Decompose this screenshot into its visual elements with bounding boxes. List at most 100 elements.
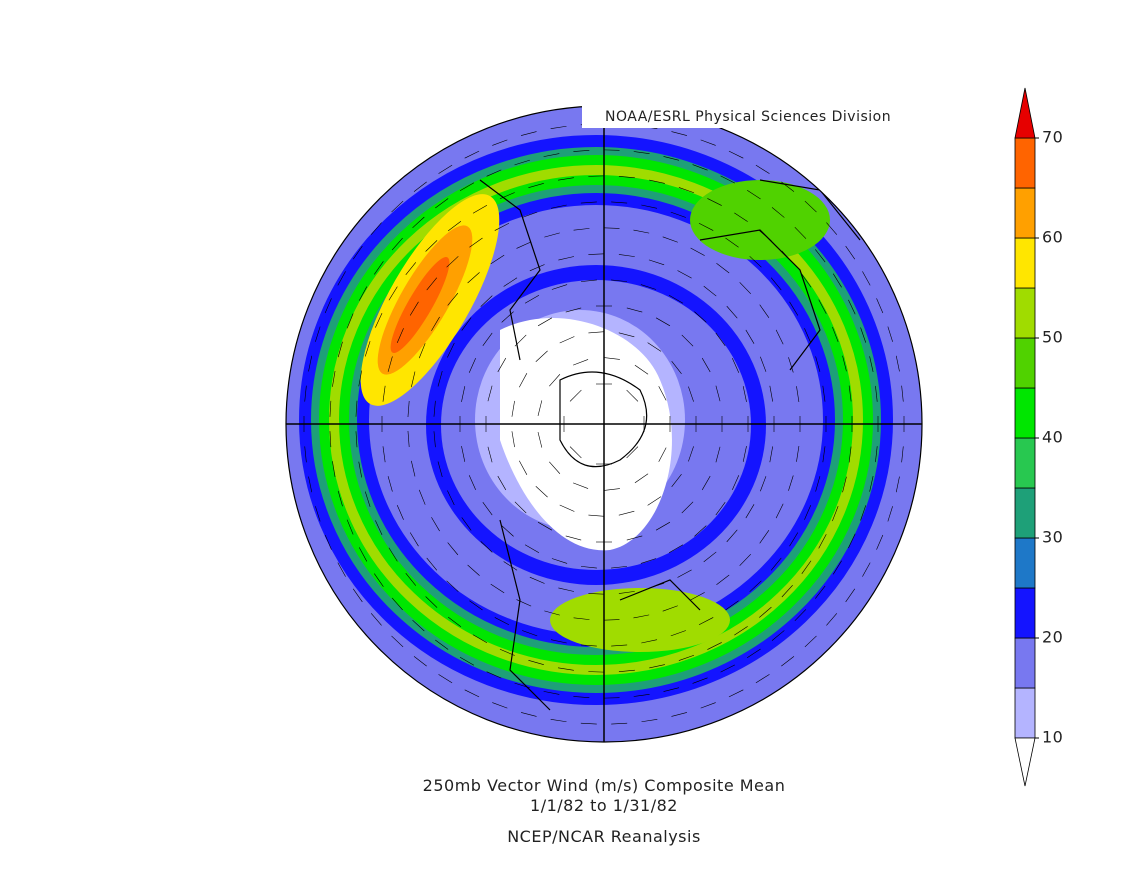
- wind-arrow: [387, 356, 393, 372]
- wind-arrow: [670, 630, 686, 637]
- wind-arrow: [603, 488, 620, 491]
- wind-arrow: [655, 317, 671, 327]
- wind-arrow: [324, 534, 332, 550]
- wind-arrow: [413, 181, 427, 192]
- wind-arrow: [860, 327, 867, 343]
- wind-arrow: [412, 216, 425, 229]
- wind-arrow: [464, 150, 480, 159]
- wind-arrow: [759, 606, 772, 618]
- wind-arrow: [720, 664, 735, 673]
- wind-arrow: [634, 473, 649, 484]
- wind-arrow: [486, 169, 502, 177]
- wind-arrow: [418, 343, 426, 359]
- wind-arrow: [438, 674, 453, 684]
- wind-arrow: [732, 475, 740, 491]
- wind-arrow: [329, 400, 332, 417]
- colorbar-segment: [1014, 587, 1036, 639]
- credit-box: [582, 104, 922, 128]
- wind-arrow: [626, 535, 643, 541]
- wind-arrow: [497, 475, 507, 491]
- wind-arrow: [315, 326, 321, 342]
- caption-title: 250mb Vector Wind (m/s) Composite Mean: [423, 776, 786, 795]
- wind-arrow: [464, 689, 480, 698]
- colorbar-segment: [1014, 187, 1036, 239]
- wind-arrow: [588, 253, 605, 255]
- wind-arrow: [732, 357, 740, 373]
- colorbar-segment: [1014, 337, 1036, 389]
- wind-arrow: [565, 535, 582, 541]
- wind-arrow: [634, 364, 649, 375]
- wind-arrow: [818, 534, 827, 549]
- wind-arrow: [490, 254, 505, 265]
- wind-arrow: [640, 284, 657, 290]
- wind-arrow: [862, 562, 871, 577]
- wind-arrow: [658, 386, 667, 401]
- wind-arrow: [375, 520, 383, 536]
- wind-arrow: [618, 176, 635, 179]
- wind-arrow: [543, 153, 560, 157]
- wind-arrow: [370, 222, 382, 235]
- wind-arrow: [715, 385, 721, 402]
- wind-arrow: [887, 506, 893, 522]
- wind-arrow: [848, 446, 852, 463]
- wind-arrow: [558, 256, 575, 261]
- wind-arrow: [549, 461, 561, 474]
- wind-arrow: [374, 573, 384, 587]
- wind-arrow: [715, 446, 721, 463]
- colorbar-tick-label: 40: [1042, 428, 1063, 447]
- wind-arrow: [520, 712, 537, 717]
- wind-arrow: [822, 446, 826, 463]
- wind-arrow: [580, 722, 597, 725]
- wind-arrow: [700, 702, 716, 709]
- wind-arrow: [611, 566, 628, 569]
- wind-arrow: [769, 446, 773, 463]
- wind-arrow: [461, 517, 472, 531]
- wind-arrow: [337, 490, 343, 507]
- wind-arrow: [760, 356, 767, 372]
- wind-arrow: [482, 501, 493, 516]
- wind-arrow: [668, 295, 684, 304]
- wind-arrow: [848, 299, 856, 315]
- wind-arrow: [618, 332, 635, 338]
- wind-arrows: [303, 123, 905, 725]
- wind-arrow: [603, 357, 620, 360]
- wind-arrow: [358, 286, 368, 301]
- wind-arrow: [388, 286, 398, 301]
- wind-arrow: [494, 222, 510, 231]
- wind-arrow: [588, 514, 605, 517]
- wind-arrow: [842, 355, 847, 372]
- wind-arrow: [876, 534, 884, 550]
- wind-arrow: [437, 461, 443, 478]
- wind-arrow: [364, 491, 371, 507]
- wind-arrow: [337, 341, 343, 358]
- wind-arrow: [603, 619, 620, 621]
- wind-arrow: [658, 447, 667, 462]
- wind-arrow: [677, 569, 692, 578]
- wind-arrow: [433, 400, 436, 417]
- wind-arrow: [796, 445, 800, 462]
- wind-arrow: [308, 355, 313, 372]
- wind-arrow: [425, 596, 438, 608]
- wind-arrow: [472, 634, 488, 644]
- wind-arrow: [603, 227, 620, 229]
- colorbar-tick-label: 30: [1042, 528, 1063, 547]
- wind-arrow: [775, 503, 784, 519]
- wind-arrow: [832, 506, 839, 522]
- wind-arrow: [559, 336, 575, 344]
- wind-arrow: [770, 277, 782, 291]
- wind-arrow: [468, 475, 476, 491]
- wind-arrow: [678, 654, 695, 661]
- wind-arrow: [346, 519, 354, 535]
- wind-arrow: [332, 461, 336, 478]
- wind-arrow: [671, 131, 688, 136]
- wind-arrow: [437, 370, 443, 387]
- wind-arrow: [487, 385, 493, 402]
- wind-arrow: [468, 357, 476, 373]
- wind-arrow: [528, 660, 544, 666]
- wind-arrow: [467, 564, 480, 576]
- wind-arrow: [519, 460, 528, 475]
- wind-arrow: [671, 474, 682, 488]
- wind-arrow: [461, 386, 466, 402]
- wind-arrow: [895, 476, 900, 493]
